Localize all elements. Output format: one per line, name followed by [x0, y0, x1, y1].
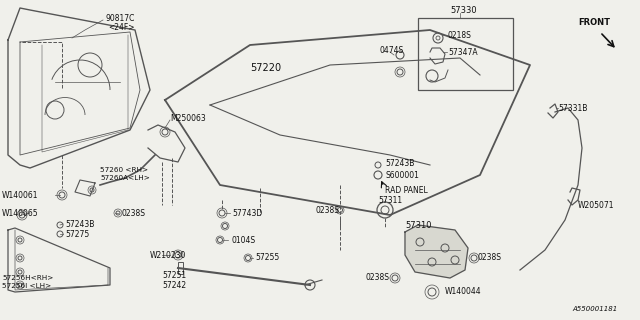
Text: 57256H<RH>: 57256H<RH>: [2, 275, 53, 281]
Text: 57275: 57275: [65, 229, 89, 238]
Polygon shape: [405, 225, 468, 278]
Text: 57220: 57220: [250, 63, 281, 73]
Text: 57311: 57311: [378, 196, 402, 204]
Text: S600001: S600001: [385, 171, 419, 180]
Text: 0238S: 0238S: [122, 209, 146, 218]
Text: 0238S: 0238S: [315, 205, 339, 214]
Text: FRONT: FRONT: [578, 18, 610, 27]
Text: 57310: 57310: [405, 220, 431, 229]
Text: W205071: W205071: [578, 201, 614, 210]
Text: 0238S: 0238S: [478, 253, 502, 262]
Text: 57331B: 57331B: [558, 103, 588, 113]
Text: 0218S: 0218S: [448, 30, 472, 39]
Text: 57251: 57251: [162, 270, 186, 279]
Text: 57330: 57330: [450, 5, 477, 14]
Text: 57743D: 57743D: [232, 209, 262, 218]
Text: 0104S: 0104S: [232, 236, 256, 244]
Text: 0474S: 0474S: [380, 45, 404, 54]
Text: 57260 <RH>: 57260 <RH>: [100, 167, 148, 173]
Text: W140061: W140061: [2, 190, 38, 199]
Text: M250063: M250063: [170, 114, 205, 123]
Text: W210230: W210230: [150, 251, 186, 260]
Text: W140044: W140044: [445, 287, 482, 297]
Text: RAD PANEL: RAD PANEL: [385, 186, 428, 195]
Text: 57242: 57242: [162, 281, 186, 290]
Text: <24F>: <24F>: [108, 22, 134, 31]
Bar: [178, 262, 183, 274]
Text: 90817C: 90817C: [105, 13, 134, 22]
Text: 57347A: 57347A: [448, 47, 477, 57]
Text: 57243B: 57243B: [65, 220, 94, 228]
Text: 57255: 57255: [255, 253, 279, 262]
Text: 57256I <LH>: 57256I <LH>: [2, 283, 51, 289]
Text: 57260A<LH>: 57260A<LH>: [100, 175, 150, 181]
Text: A550001181: A550001181: [573, 306, 618, 312]
Text: 0238S: 0238S: [365, 274, 389, 283]
Text: W140065: W140065: [2, 209, 38, 218]
Bar: [418, 18, 513, 90]
Text: 57243B: 57243B: [385, 158, 414, 167]
